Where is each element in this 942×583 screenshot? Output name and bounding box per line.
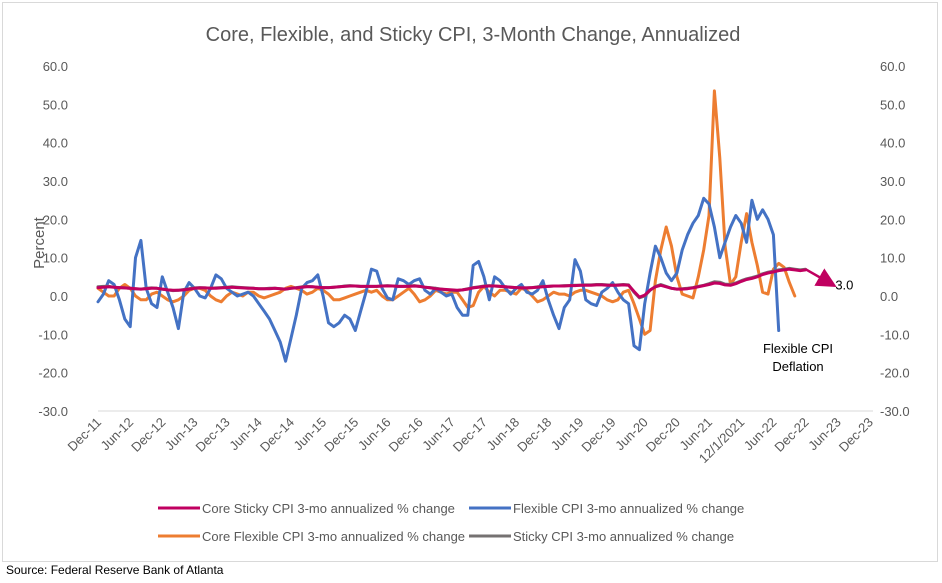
x-tick-label: Dec-11: [65, 415, 105, 455]
legend: Core Sticky CPI 3-mo annualized % change…: [158, 501, 744, 544]
x-tick-label: Dec-13: [193, 415, 233, 455]
x-tick-label: Dec-15: [321, 415, 361, 455]
series-line-3: [96, 267, 807, 299]
chart-title: Core, Flexible, and Sticky CPI, 3-Month …: [206, 24, 741, 46]
projection-arrow: [804, 268, 837, 287]
y-tick-right: 40.0: [880, 136, 905, 151]
deflation-label-line1: Flexible CPI: [763, 341, 833, 356]
y-tick-left: 30.0: [43, 174, 68, 189]
y-tick-left: 0.0: [50, 289, 68, 304]
x-tick-label: Dec-14: [257, 415, 297, 455]
legend-label: Sticky CPI 3-mo annualized % change: [513, 529, 734, 544]
projection-label: 3.0: [835, 278, 853, 293]
y-tick-right: 30.0: [880, 174, 905, 189]
y-tick-left: 20.0: [43, 212, 68, 227]
y-tick-right: 60.0: [880, 59, 905, 74]
annotation-layer: 3.0 Flexible CPI Deflation: [763, 268, 853, 374]
x-tick-label: Dec-20: [643, 415, 683, 455]
y-tick-left: 60.0: [43, 59, 68, 74]
series-line-1: [96, 89, 797, 336]
y-tick-right: 10.0: [880, 251, 905, 266]
y-axis-label: Percent: [31, 216, 48, 269]
legend-label: Core Sticky CPI 3-mo annualized % change: [202, 501, 455, 516]
y-tick-right: -30.0: [880, 404, 910, 419]
x-tick-label: Dec-19: [578, 415, 618, 455]
y-tick-left: -20.0: [38, 366, 68, 381]
y-tick-left: 10.0: [43, 251, 68, 266]
y-tick-left: 50.0: [43, 97, 68, 112]
source-note: Source: Federal Reserve Bank of Atlanta: [6, 563, 224, 577]
y-tick-right: 50.0: [880, 97, 905, 112]
y-tick-left: 40.0: [43, 136, 68, 151]
x-tick-label: Dec-23: [836, 415, 876, 455]
x-tick-label: Dec-18: [514, 415, 554, 455]
y-tick-right: 0.0: [880, 289, 898, 304]
chart-area: Core, Flexible, and Sticky CPI, 3-Month …: [2, 2, 938, 562]
x-tick-label: Dec-12: [128, 415, 168, 455]
y-tick-left: -30.0: [38, 404, 68, 419]
legend-label: Core Flexible CPI 3-mo annualized % chan…: [202, 529, 465, 544]
y-tick-left: -10.0: [38, 327, 68, 342]
x-tick-label: Dec-16: [385, 415, 425, 455]
series-layer: [96, 89, 807, 363]
cpi-line-chart: Core, Flexible, and Sticky CPI, 3-Month …: [31, 24, 910, 544]
deflation-label-line2: Deflation: [772, 359, 823, 374]
y-tick-right: 20.0: [880, 212, 905, 227]
y-tick-right: -10.0: [880, 327, 910, 342]
x-tick-label: Dec-22: [771, 415, 811, 455]
y-tick-right: -20.0: [880, 366, 910, 381]
legend-label: Flexible CPI 3-mo annualized % change: [513, 501, 744, 516]
x-tick-label: Dec-17: [450, 415, 490, 455]
